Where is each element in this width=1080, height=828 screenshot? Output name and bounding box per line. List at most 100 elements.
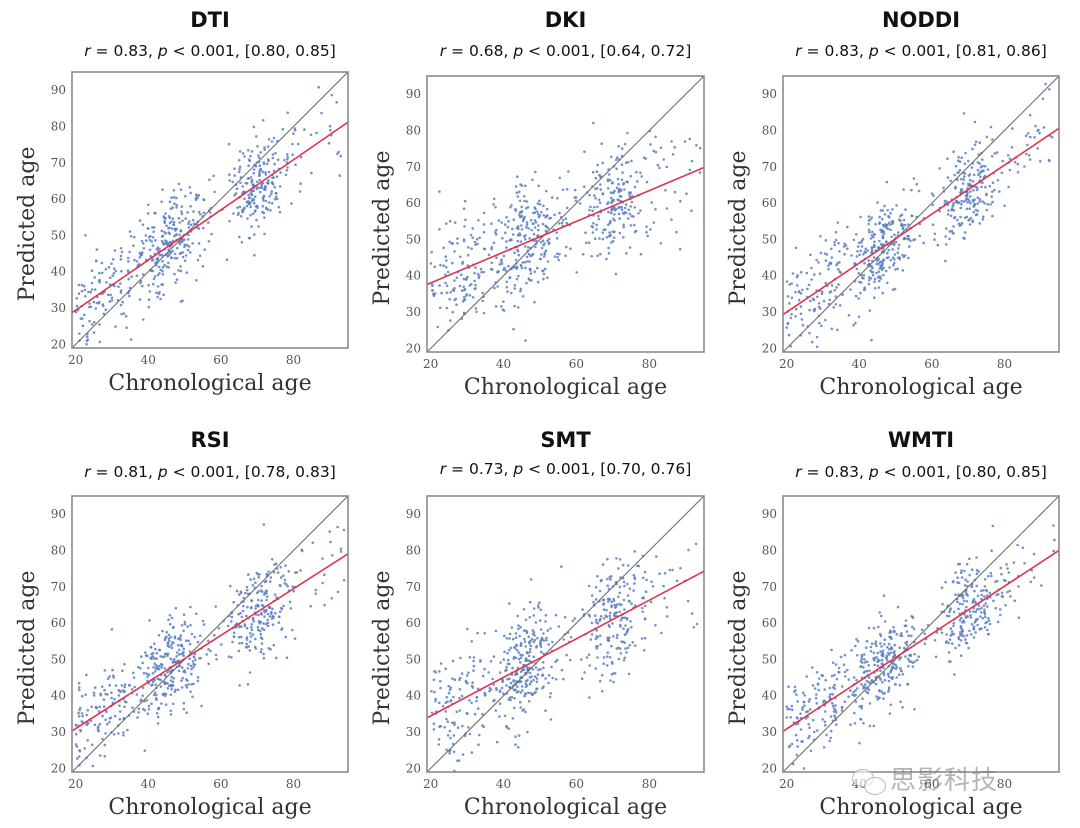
data-point: [1013, 160, 1017, 164]
data-point: [956, 218, 959, 222]
data-point: [1016, 162, 1020, 166]
data-point: [897, 243, 901, 247]
data-point: [274, 611, 277, 615]
data-point: [911, 625, 914, 629]
data-point: [269, 209, 272, 212]
data-point: [75, 745, 79, 748]
data-point: [145, 672, 148, 675]
data-point: [495, 256, 498, 260]
data-point: [158, 272, 161, 275]
data-point: [484, 693, 487, 696]
data-point: [529, 680, 533, 683]
data-point: [808, 734, 811, 738]
data-point: [446, 720, 450, 723]
data-point: [277, 205, 281, 209]
data-point: [659, 242, 663, 245]
data-point: [505, 246, 508, 249]
data-point: [500, 686, 504, 690]
data-point: [948, 610, 951, 614]
data-point: [151, 680, 155, 684]
data-point: [786, 322, 790, 325]
data-point: [591, 170, 595, 174]
data-point: [278, 185, 282, 188]
data-point: [176, 637, 180, 641]
data-point: [986, 628, 989, 632]
data-point: [544, 229, 548, 233]
data-point: [249, 205, 253, 209]
y-tick-label: 80: [406, 543, 421, 557]
data-point: [284, 564, 287, 567]
data-point: [103, 688, 106, 692]
data-point: [98, 300, 101, 304]
data-point: [903, 254, 907, 257]
data-point: [494, 206, 497, 209]
data-point: [999, 613, 1002, 617]
y-tick-label: 50: [406, 652, 421, 666]
data-point: [864, 247, 867, 251]
x-tick-label: 40: [496, 777, 511, 791]
data-point: [891, 256, 895, 260]
data-point: [129, 235, 133, 238]
data-point: [645, 578, 648, 582]
data-point: [320, 111, 323, 115]
data-point: [155, 651, 159, 655]
data-point: [545, 636, 548, 640]
data-point: [645, 231, 648, 234]
data-point: [542, 652, 545, 655]
data-point: [790, 282, 793, 285]
x-axis-label: Chronological age: [819, 795, 1022, 820]
data-point: [252, 125, 256, 129]
data-point: [514, 636, 518, 639]
data-point: [536, 234, 540, 237]
data-point: [834, 704, 837, 707]
data-point: [519, 289, 522, 293]
data-point: [170, 643, 173, 647]
data-point: [507, 219, 510, 223]
data-point: [133, 685, 136, 689]
data-point: [246, 149, 250, 152]
data-point: [789, 316, 793, 320]
data-point: [182, 701, 186, 705]
r-symbol: r: [795, 463, 802, 481]
data-point: [508, 662, 511, 666]
data-point: [525, 226, 528, 229]
y-tick-label: 50: [762, 232, 777, 246]
data-point: [990, 155, 994, 158]
data-point: [609, 219, 612, 223]
y-axis-label: Predicted age: [726, 151, 751, 306]
data-point: [558, 176, 562, 180]
data-point: [148, 238, 152, 242]
data-point: [201, 619, 205, 623]
data-point: [1017, 585, 1020, 588]
plot-frame: [426, 495, 705, 773]
data-point: [129, 338, 133, 341]
data-point: [169, 693, 173, 697]
data-point: [264, 199, 268, 203]
data-point: [967, 219, 970, 222]
data-point: [593, 614, 597, 617]
data-point: [695, 144, 698, 147]
data-point: [286, 158, 289, 161]
data-point: [1007, 571, 1011, 574]
data-point: [637, 564, 640, 568]
data-point: [167, 215, 171, 218]
data-point: [857, 272, 861, 275]
data-point: [650, 580, 653, 584]
data-point: [330, 597, 334, 600]
data-point: [801, 288, 804, 292]
data-point: [299, 569, 302, 572]
data-point: [849, 723, 852, 726]
data-point: [898, 673, 901, 676]
data-point: [309, 133, 313, 137]
data-point: [509, 681, 513, 685]
data-point: [876, 664, 880, 668]
data-point: [203, 248, 206, 251]
data-point: [149, 645, 153, 649]
p-value: < 0.001,: [878, 463, 956, 481]
data-point: [248, 649, 252, 652]
data-point: [795, 753, 799, 757]
data-point: [960, 202, 963, 206]
data-point: [988, 591, 992, 595]
data-point: [969, 190, 972, 193]
data-point: [123, 685, 126, 689]
